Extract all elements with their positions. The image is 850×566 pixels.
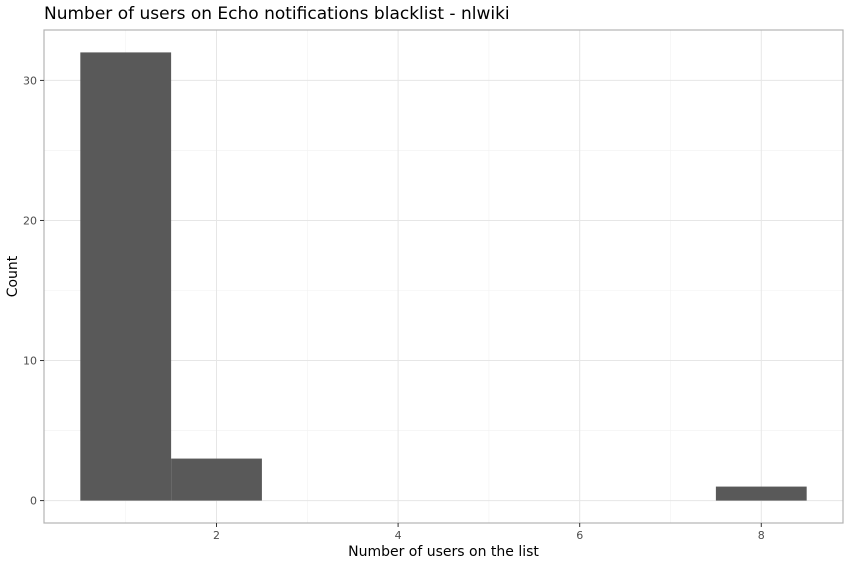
y-tick-label: 10: [23, 355, 37, 368]
x-tick-label: 8: [758, 529, 765, 542]
histogram-bar: [171, 458, 262, 501]
plot-panel-border: [43, 29, 844, 524]
y-axis: 0 10 20 30: [23, 74, 44, 508]
x-axis-title: Number of users on the list: [348, 544, 539, 560]
y-axis-title: Count: [5, 255, 21, 297]
x-tick-label: 4: [395, 529, 402, 542]
y-tick-label: 20: [23, 214, 37, 227]
x-tick-label: 6: [576, 529, 583, 542]
histogram-bar: [715, 486, 807, 501]
y-tick-label: 0: [30, 495, 37, 508]
x-tick-label: 2: [213, 529, 220, 542]
bars: [80, 52, 807, 501]
y-tick-label: 30: [23, 74, 37, 87]
grid: [44, 30, 843, 523]
chart-title: Number of users on Echo notifications bl…: [44, 4, 510, 24]
x-axis: 2 4 6 8: [213, 523, 765, 542]
histogram-bar: [80, 52, 172, 501]
